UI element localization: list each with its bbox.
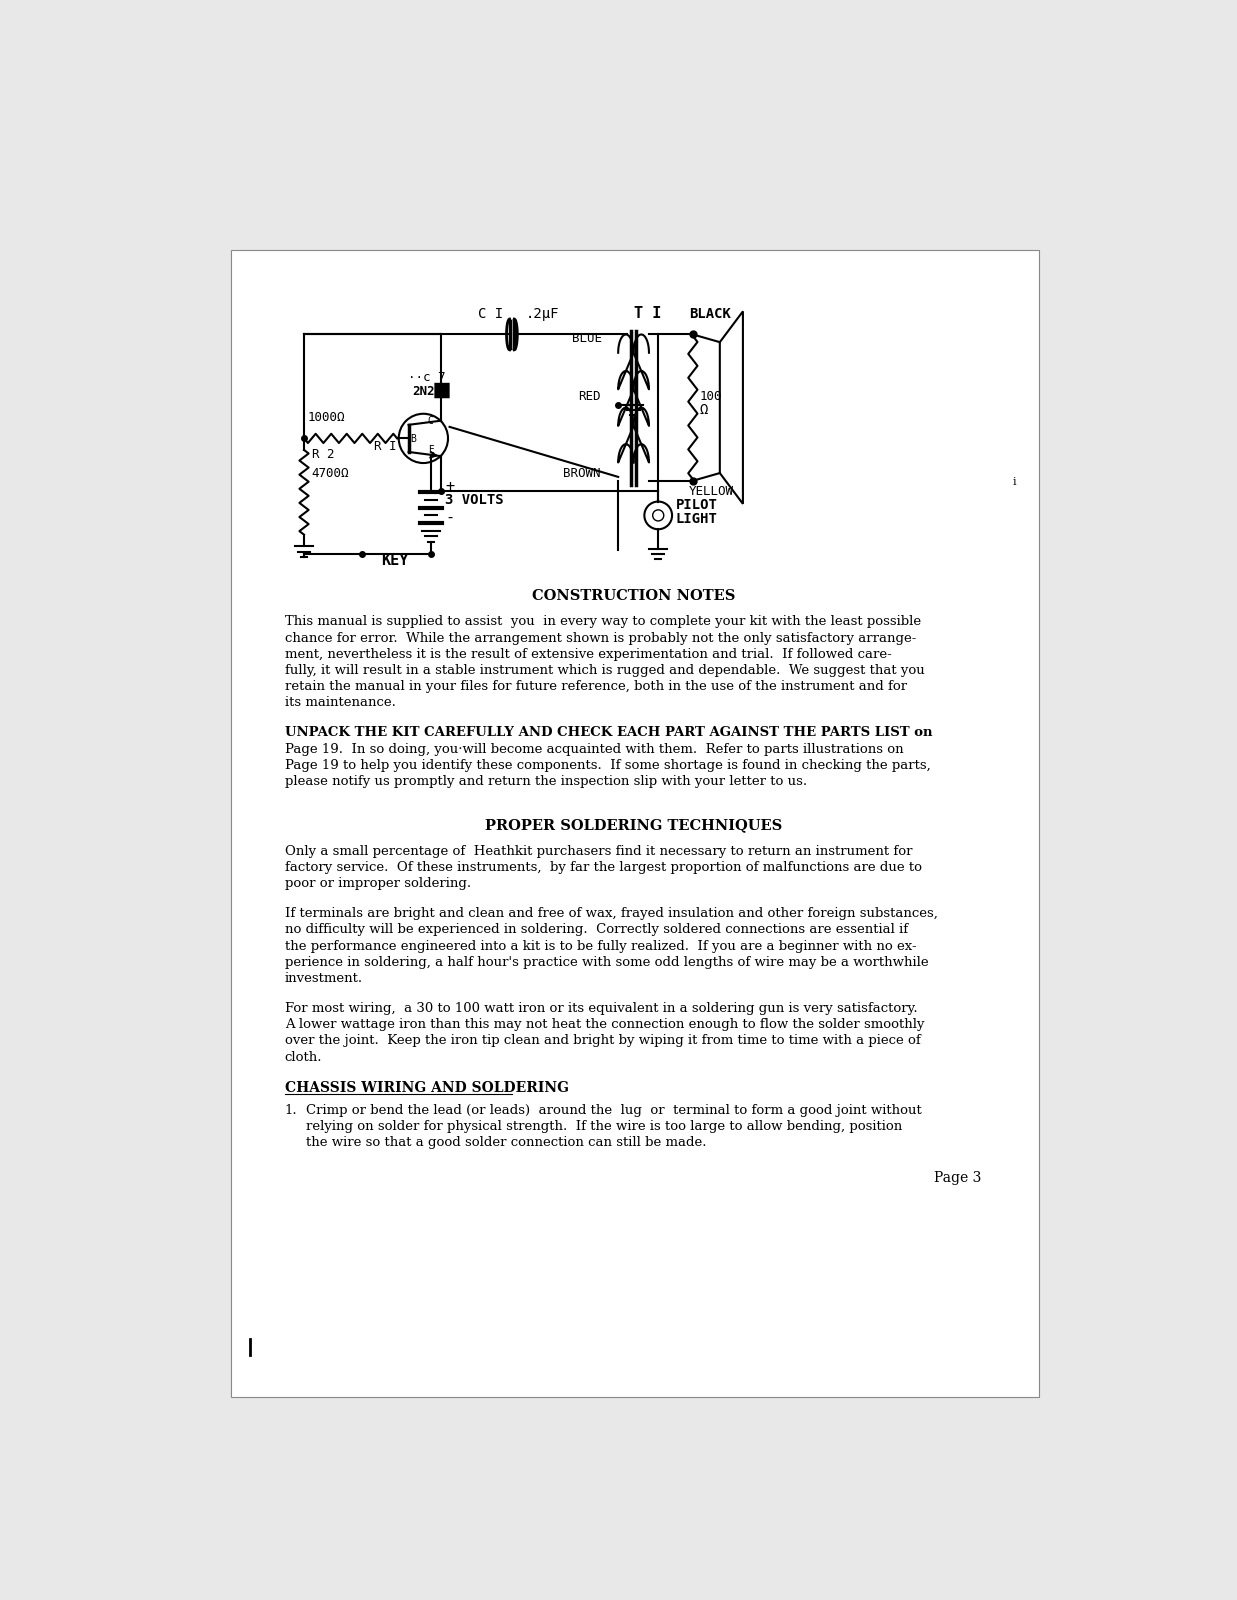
Text: relying on solder for physical strength.  If the wire is too large to allow bend: relying on solder for physical strength.…	[307, 1120, 903, 1133]
Text: fully, it will result in a stable instrument which is rugged and dependable.  We: fully, it will result in a stable instru…	[285, 664, 924, 677]
Text: perience in soldering, a half hour's practice with some odd lengths of wire may : perience in soldering, a half hour's pra…	[285, 955, 929, 970]
Text: R 2: R 2	[312, 448, 334, 461]
Text: retain the manual in your files for future reference, both in the use of the ins: retain the manual in your files for futu…	[285, 680, 907, 693]
Text: investment.: investment.	[285, 973, 362, 986]
Text: 4700Ω: 4700Ω	[312, 467, 349, 480]
Text: A lower wattage iron than this may not heat the connection enough to flow the so: A lower wattage iron than this may not h…	[285, 1018, 924, 1032]
Text: PILOT: PILOT	[675, 498, 717, 512]
Text: its maintenance.: its maintenance.	[285, 696, 396, 709]
Text: +: +	[445, 478, 454, 494]
Text: LIGHT: LIGHT	[675, 512, 717, 526]
Text: Page 3: Page 3	[934, 1171, 982, 1186]
Text: please notify us promptly and return the inspection slip with your letter to us.: please notify us promptly and return the…	[285, 774, 807, 787]
Text: Ω: Ω	[699, 403, 708, 416]
Text: BLACK: BLACK	[689, 307, 731, 320]
Text: -: -	[445, 509, 454, 525]
Text: Page 19 to help you identify these components.  If some shortage is found in che: Page 19 to help you identify these compo…	[285, 758, 930, 771]
Text: E: E	[428, 445, 434, 454]
Text: UNPACK THE KIT CAREFULLY AND CHECK EACH PART AGAINST THE PARTS LIST on: UNPACK THE KIT CAREFULLY AND CHECK EACH …	[285, 726, 933, 739]
Text: CONSTRUCTION NOTES: CONSTRUCTION NOTES	[532, 589, 735, 603]
Text: cloth.: cloth.	[285, 1051, 323, 1064]
Text: This manual is supplied to assist  you  in every way to complete your kit with t: This manual is supplied to assist you in…	[285, 616, 920, 629]
Text: For most wiring,  a 30 to 100 watt iron or its equivalent in a soldering gun is : For most wiring, a 30 to 100 watt iron o…	[285, 1002, 918, 1014]
Text: RED: RED	[578, 390, 601, 403]
Text: 1.: 1.	[285, 1104, 297, 1117]
Text: 1000Ω: 1000Ω	[308, 411, 345, 424]
Text: Page 19.  In so doing, you·will become acquainted with them.  Refer to parts ill: Page 19. In so doing, you·will become ac…	[285, 742, 903, 755]
Text: B: B	[411, 434, 417, 445]
Text: CHASSIS WIRING AND SOLDERING: CHASSIS WIRING AND SOLDERING	[285, 1080, 569, 1094]
Text: over the joint.  Keep the iron tip clean and bright by wiping it from time to ti: over the joint. Keep the iron tip clean …	[285, 1034, 920, 1048]
Text: C: C	[428, 416, 434, 426]
Text: no difficulty will be experienced in soldering.  Correctly soldered connections : no difficulty will be experienced in sol…	[285, 923, 908, 936]
Text: PROPER SOLDERING TECHNIQUES: PROPER SOLDERING TECHNIQUES	[485, 818, 782, 832]
Text: Only a small percentage of  Heathkit purchasers find it necessary to return an i: Only a small percentage of Heathkit purc…	[285, 845, 912, 858]
Text: ··c 7: ··c 7	[408, 371, 445, 384]
Text: KEY: KEY	[381, 554, 408, 568]
Text: 2N2██: 2N2██	[412, 382, 449, 398]
FancyBboxPatch shape	[231, 250, 1039, 1397]
Text: poor or improper soldering.: poor or improper soldering.	[285, 877, 471, 890]
Text: Crimp or bend the lead (or leads)  around the  lug  or  terminal to form a good : Crimp or bend the lead (or leads) around…	[307, 1104, 922, 1117]
Text: R I: R I	[374, 440, 397, 453]
Text: the wire so that a good solder connection can still be made.: the wire so that a good solder connectio…	[307, 1136, 706, 1149]
Text: BROWN: BROWN	[563, 467, 600, 480]
Text: factory service.  Of these instruments,  by far the largest proportion of malfun: factory service. Of these instruments, b…	[285, 861, 922, 874]
Text: .2μF: .2μF	[526, 307, 559, 320]
Text: the performance engineered into a kit is to be fully realized.  If you are a beg: the performance engineered into a kit is…	[285, 939, 917, 952]
Text: YELLOW: YELLOW	[689, 485, 734, 498]
Text: C I: C I	[477, 307, 503, 320]
Text: i: i	[1012, 477, 1016, 486]
Text: 3 VOLTS: 3 VOLTS	[445, 493, 503, 507]
Text: 100: 100	[699, 390, 721, 403]
Text: T I: T I	[633, 306, 661, 320]
Text: ment, nevertheless it is the result of extensive experimentation and trial.  If : ment, nevertheless it is the result of e…	[285, 648, 892, 661]
Text: chance for error.  While the arrangement shown is probably not the only satisfac: chance for error. While the arrangement …	[285, 632, 917, 645]
Text: If terminals are bright and clean and free of wax, frayed insulation and other f: If terminals are bright and clean and fr…	[285, 907, 938, 920]
Text: BLUE: BLUE	[571, 333, 602, 346]
